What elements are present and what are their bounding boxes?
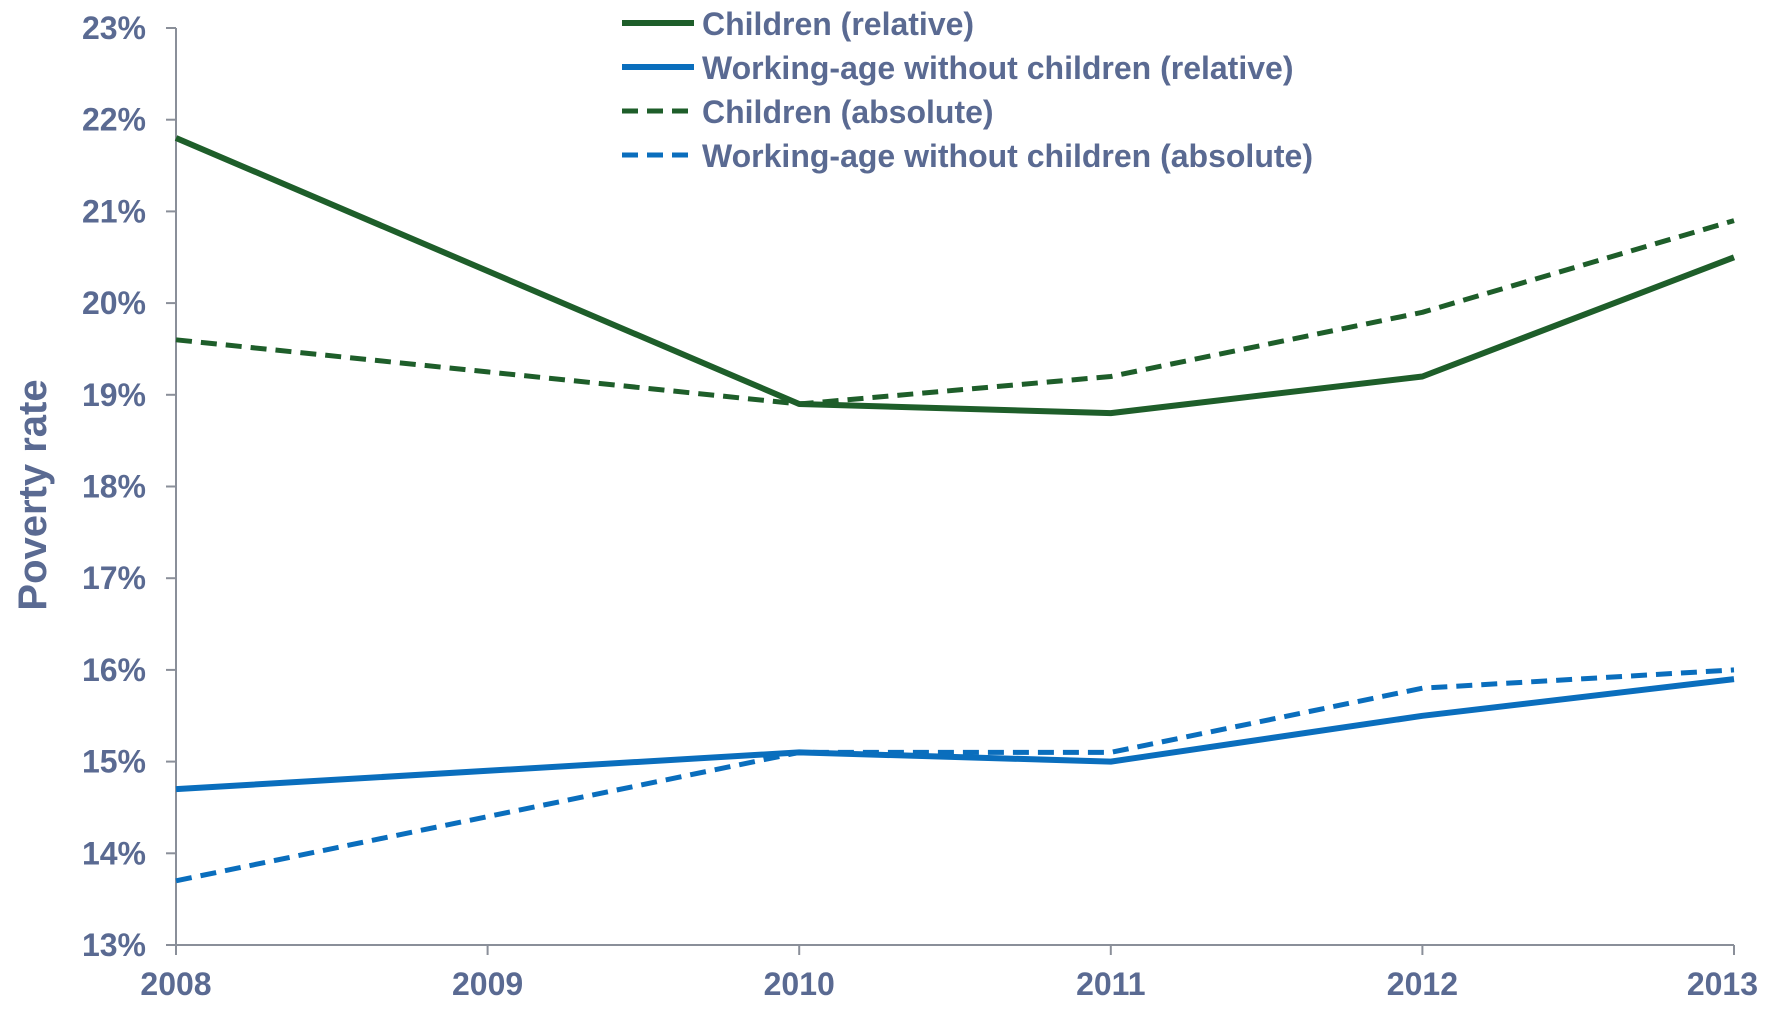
y-tick-label: 15%	[82, 744, 146, 780]
x-tick-label: 2011	[1076, 966, 1145, 1002]
x-tick-label: 2012	[1387, 966, 1458, 1002]
y-tick-label: 23%	[82, 10, 146, 46]
x-tick-label: 2009	[452, 966, 523, 1002]
legend-label-1: Children (relative)	[702, 6, 974, 42]
legend-label-4: Working-age without children (absolute)	[702, 138, 1313, 174]
legend-label-2: Working-age without children (relative)	[702, 50, 1293, 86]
y-tick-label: 22%	[82, 102, 146, 138]
series-line-4	[175, 667, 1735, 884]
series-line-1	[174, 135, 1736, 417]
series-line-2	[175, 676, 1735, 793]
axes: 13% 14% 15% 16% 17% 18% 19% 20% 21% 22% 23% 2008 200…	[82, 10, 1758, 1002]
legend-label-3: Children (absolute)	[702, 94, 994, 130]
y-tick-label: 18%	[82, 469, 146, 505]
y-tick-label: 14%	[82, 835, 146, 871]
y-tick-label: 13%	[82, 927, 146, 963]
y-axis-title: Poverty rate	[11, 379, 55, 610]
series-lines	[174, 135, 1736, 884]
y-tick-label: 19%	[82, 377, 146, 413]
y-tick-label: 16%	[82, 652, 146, 688]
x-tick-label: 2013	[1687, 966, 1758, 1002]
y-tick-label: 20%	[82, 285, 146, 321]
y-tick-label: 21%	[82, 193, 146, 229]
x-tick-label: 2008	[140, 966, 211, 1002]
series-line-3	[175, 218, 1735, 407]
x-tick-label: 2010	[764, 966, 835, 1002]
y-tick-label: 17%	[82, 560, 146, 596]
legend: Children (relative) Working-age without c…	[622, 6, 1313, 174]
